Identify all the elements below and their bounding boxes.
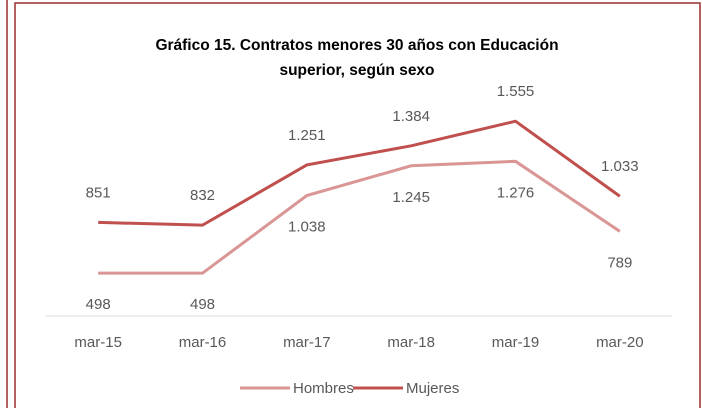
line-series [98, 119, 621, 227]
x-tick-label: mar-15 [74, 334, 122, 351]
x-tick-label: mar-17 [283, 334, 331, 351]
data-label: 851 [86, 184, 111, 201]
data-label: 832 [190, 187, 215, 204]
data-label: 1.555 [497, 83, 535, 100]
x-tick-label: mar-19 [492, 334, 540, 351]
x-tick-label: mar-18 [387, 334, 435, 351]
data-label: 1.251 [288, 127, 326, 144]
data-label: 1.276 [497, 184, 535, 201]
data-label: 1.033 [601, 158, 639, 175]
data-label: 498 [86, 296, 111, 313]
chart-border [14, 2, 701, 408]
data-label: 1.384 [392, 108, 430, 125]
data-label: 498 [190, 296, 215, 313]
legend-label: Hombres [293, 380, 354, 397]
data-label: 789 [607, 254, 632, 271]
x-tick-label: mar-20 [596, 334, 644, 351]
line-series [98, 159, 621, 275]
chart-title: Gráfico 15. Contratos menores 30 años co… [155, 37, 559, 79]
legend-label: Mujeres [406, 380, 459, 397]
data-label: 1.038 [288, 219, 326, 236]
data-label: 1.245 [392, 189, 430, 206]
x-tick-label: mar-16 [179, 334, 227, 351]
